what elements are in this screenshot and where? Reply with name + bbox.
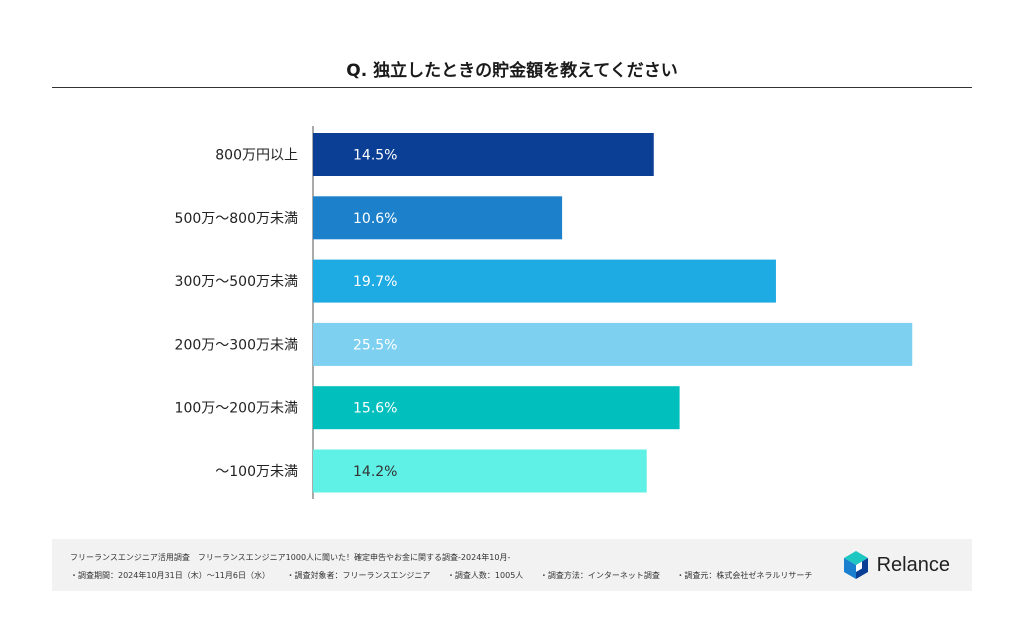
category-label-0: 800万円以上: [215, 148, 298, 164]
title-divider: [52, 87, 972, 88]
survey-period-text: ・調査期間：2024年10月31日（木）〜11月6日（水）: [70, 571, 270, 580]
bar-chart: 800万円以上 14.5% 500万〜800万未満 10.6% 300万〜500万未満 1…: [175, 126, 913, 499]
bar-4: [313, 386, 680, 430]
relance-logo: Relance: [843, 550, 950, 580]
survey-method-text: ・調査方法：インターネット調査: [539, 571, 660, 580]
chart-title: Q. 独立したときの貯金額を教えてください: [346, 61, 678, 81]
survey-count-text: ・調査人数：1005人: [446, 571, 524, 580]
value-label-1: 10.6%: [353, 211, 397, 227]
bar-0: [313, 133, 654, 176]
category-label-1: 500万〜800万未満: [175, 211, 298, 227]
category-label-5: 〜100万未満: [215, 464, 298, 480]
category-label-2: 300万〜500万未満: [175, 274, 298, 290]
value-label-0: 14.5%: [353, 148, 397, 164]
bar-3: [313, 322, 913, 366]
value-label-2: 19.7%: [353, 274, 397, 290]
survey-target-text: ・調査対象者：フリーランスエンジニア: [286, 571, 431, 580]
survey-details: ・調査期間：2024年10月31日（木）〜11月6日（水） ・調査対象者：フリー…: [70, 570, 826, 581]
value-label-5: 14.2%: [353, 464, 397, 480]
relance-cube-logo-icon: [843, 551, 868, 579]
value-label-4: 15.6%: [353, 401, 397, 417]
category-label-3: 200万〜300万未満: [175, 337, 298, 353]
survey-footer: フリーランスエンジニア活用調査 フリーランスエンジニア1000人に聞いた！確定申…: [52, 539, 972, 591]
bar-2: [313, 259, 776, 303]
survey-source-text: ・調査元：株式会社ゼネラルリサーチ: [676, 571, 813, 580]
bar-5: [313, 449, 647, 493]
category-label-4: 100万〜200万未満: [175, 401, 298, 417]
value-label-3: 25.5%: [353, 337, 397, 353]
brand-name: Relance: [876, 553, 950, 576]
survey-title-text: フリーランスエンジニア活用調査 フリーランスエンジニア1000人に聞いた！確定申…: [70, 553, 511, 562]
bar-1: [313, 196, 563, 240]
